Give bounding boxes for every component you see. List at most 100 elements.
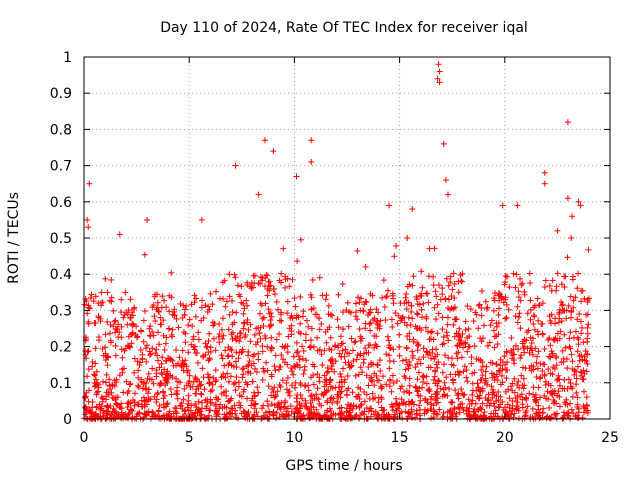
data-point	[541, 361, 548, 368]
data-point	[236, 338, 243, 345]
data-point	[350, 347, 357, 354]
data-point	[414, 311, 421, 318]
data-point	[584, 335, 591, 342]
data-point	[464, 415, 471, 422]
data-point	[138, 403, 145, 410]
data-point	[469, 397, 476, 404]
data-point	[241, 320, 248, 327]
data-point	[300, 370, 307, 377]
data-point	[276, 331, 283, 338]
data-point	[502, 315, 509, 322]
data-point	[232, 379, 239, 386]
data-point	[444, 408, 451, 415]
data-point	[469, 391, 476, 398]
data-point	[503, 314, 510, 321]
data-point	[425, 387, 432, 394]
data-point	[106, 411, 113, 418]
data-point	[228, 405, 235, 412]
data-point	[435, 282, 442, 289]
data-point	[131, 355, 138, 362]
data-point	[198, 317, 205, 324]
data-point	[251, 351, 258, 358]
outlier-point	[541, 169, 548, 176]
data-point	[324, 407, 331, 414]
data-point	[545, 396, 552, 403]
data-point	[158, 380, 165, 387]
data-point	[396, 352, 403, 359]
data-point	[562, 401, 569, 408]
data-point	[400, 400, 407, 407]
data-point	[249, 378, 256, 385]
data-point	[134, 334, 141, 341]
data-point	[256, 330, 263, 337]
data-point	[408, 308, 415, 315]
data-point	[225, 378, 232, 385]
data-point	[130, 397, 137, 404]
data-point	[434, 330, 441, 337]
outlier-point	[436, 68, 443, 75]
data-point	[370, 395, 377, 402]
data-point	[250, 401, 257, 408]
data-point	[359, 369, 366, 376]
data-point	[247, 338, 254, 345]
data-point	[145, 386, 152, 393]
data-point	[412, 414, 419, 421]
y-tick-labels: 0 0.1 0.2 0.3 0.4 0.5 0.6 0.7 0.8 0.9 1	[50, 50, 72, 428]
data-point	[93, 389, 100, 396]
data-point	[227, 373, 234, 380]
data-point	[513, 403, 520, 410]
data-point	[190, 344, 197, 351]
axis-ticks	[83, 56, 611, 420]
data-point	[276, 317, 283, 324]
data-point	[140, 379, 147, 386]
data-point	[440, 334, 447, 341]
data-point	[509, 350, 516, 357]
data-point	[565, 376, 572, 383]
data-point	[285, 412, 292, 419]
data-point	[116, 372, 123, 379]
data-point	[160, 297, 167, 304]
data-point	[439, 341, 446, 348]
data-point	[329, 360, 336, 367]
data-point	[558, 298, 565, 305]
data-point	[135, 374, 142, 381]
data-point	[272, 393, 279, 400]
data-point	[479, 400, 486, 407]
data-point	[533, 410, 540, 417]
data-point	[442, 352, 449, 359]
data-point	[155, 408, 162, 415]
data-point	[407, 362, 414, 369]
data-point	[233, 414, 240, 421]
data-point	[245, 369, 252, 376]
data-point	[524, 310, 531, 317]
data-point	[163, 411, 170, 418]
data-point	[415, 392, 422, 399]
data-point	[491, 377, 498, 384]
data-point	[522, 412, 529, 419]
data-point	[98, 394, 105, 401]
x-tick-label: 5	[185, 430, 194, 446]
data-point	[207, 388, 214, 395]
data-point	[439, 369, 446, 376]
data-point	[207, 290, 214, 297]
data-point	[356, 395, 363, 402]
data-point	[495, 311, 502, 318]
data-point	[439, 314, 446, 321]
data-point	[578, 324, 585, 331]
data-point	[529, 351, 536, 358]
data-point	[205, 357, 212, 364]
data-point	[454, 342, 461, 349]
data-point	[95, 314, 102, 321]
data-point	[128, 407, 135, 414]
outlier-point	[144, 216, 151, 223]
data-point	[464, 348, 471, 355]
data-point	[569, 273, 576, 280]
data-point	[572, 294, 579, 301]
data-point	[286, 392, 293, 399]
data-point	[523, 337, 530, 344]
data-point	[248, 362, 255, 369]
data-point	[285, 389, 292, 396]
data-point	[293, 339, 300, 346]
data-point	[232, 335, 239, 342]
data-point	[469, 370, 476, 377]
